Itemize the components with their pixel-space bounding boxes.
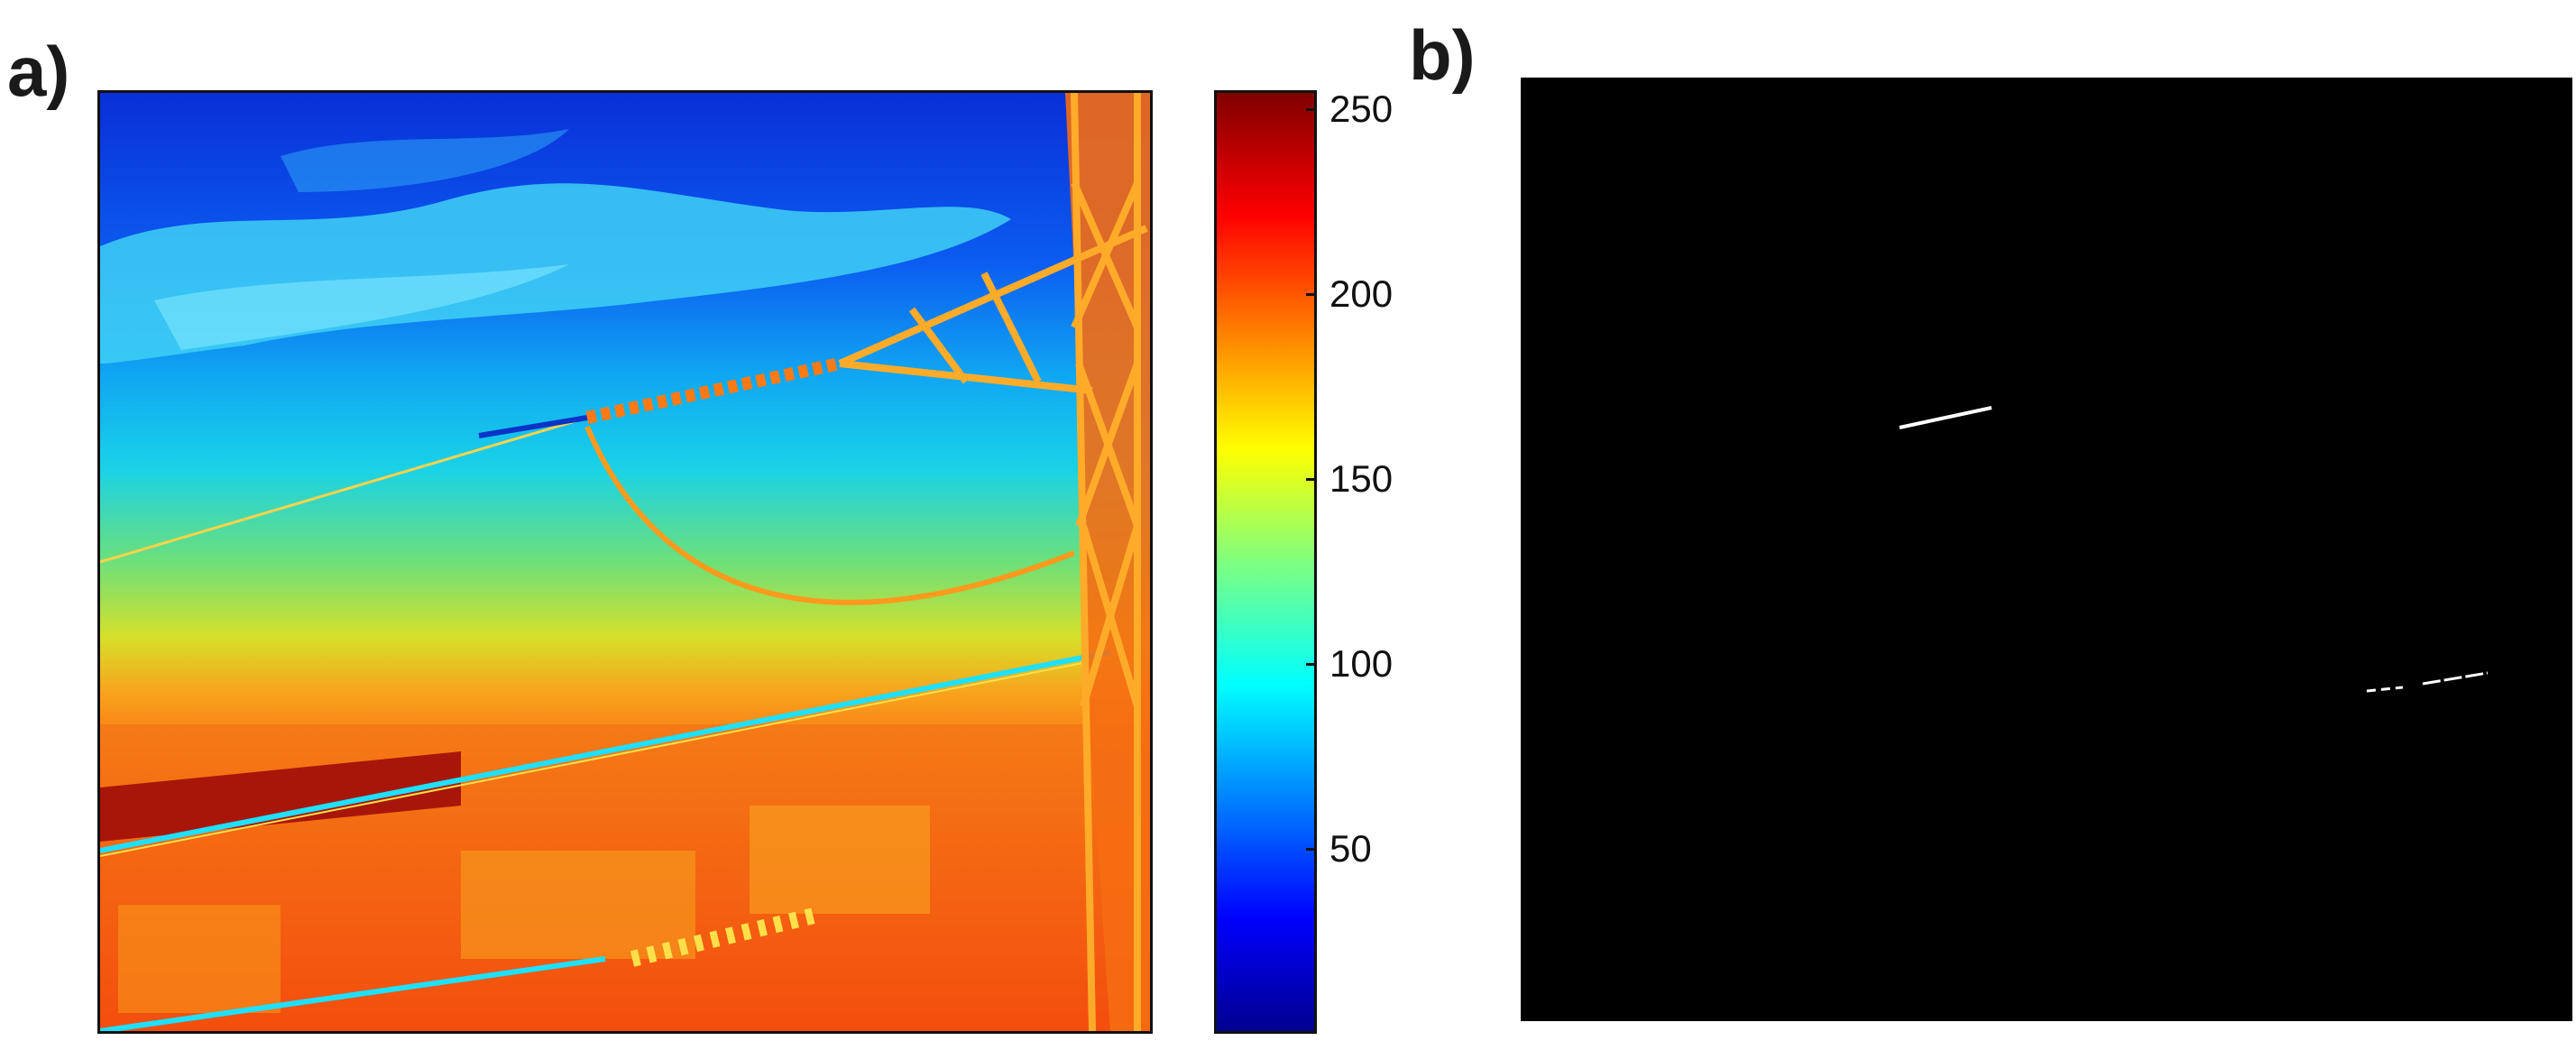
colorbar-tick-label: 250 (1329, 87, 1394, 130)
colorbar-tick-label: 100 (1329, 641, 1394, 685)
panel-a-label: a) (7, 32, 70, 111)
colorbar-tick-label: 200 (1329, 272, 1394, 315)
colorbar (1214, 90, 1317, 1034)
thermal-image-icon (100, 93, 1150, 1031)
colorbar-tick-label: 150 (1329, 456, 1394, 500)
detection-lines-icon (1899, 406, 2489, 693)
colorbar-tick-mark (1306, 662, 1317, 666)
binary-mask-panel (1521, 78, 2572, 1021)
panel-b-label: b) (1409, 15, 1476, 95)
thermal-image-panel (97, 90, 1153, 1034)
colorbar-tick-mark (1306, 477, 1317, 481)
colorbar-tick-mark (1306, 847, 1317, 851)
colorbar-tick-label: 50 (1329, 826, 1372, 870)
colorbar-tick-mark (1306, 107, 1317, 111)
colorbar-tick-mark (1306, 292, 1317, 296)
